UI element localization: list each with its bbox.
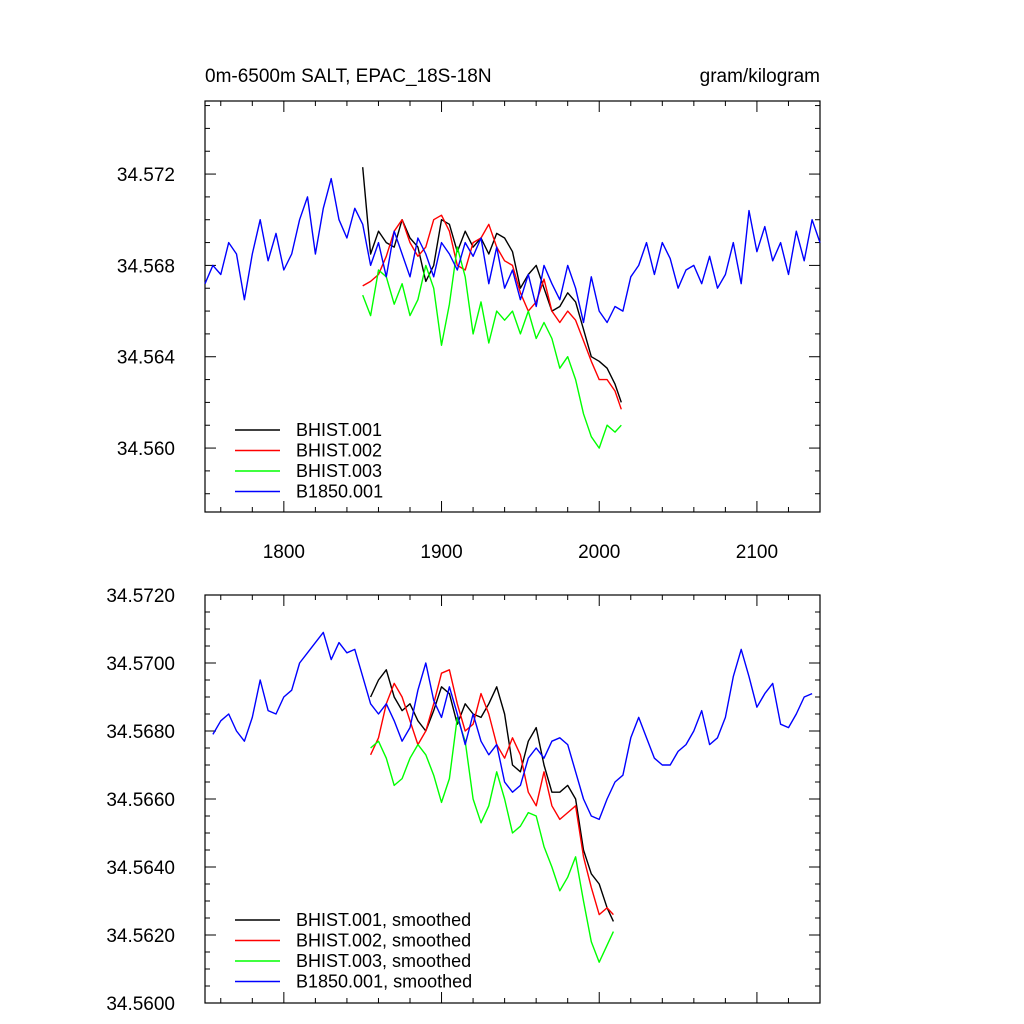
top-series-line-1: [362, 167, 622, 403]
top-legend-label: B1850.001: [296, 482, 383, 502]
bottom-y-tick-label: 34.5720: [106, 586, 175, 607]
bottom-legend-label: BHIST.002, smoothed: [296, 931, 471, 951]
bottom-y-tick-label: 34.5680: [106, 722, 175, 743]
panel-bottom: 34.5600 34.5620 34.5640 34.5660 34.5680 34.57…: [106, 586, 821, 1015]
bottom-legend-label: BHIST.001, smoothed: [296, 910, 471, 930]
top-x-tick-label: 2100: [736, 542, 778, 563]
top-x-tick-label: 2000: [578, 542, 620, 563]
top-x-tick-label: 1800: [263, 542, 305, 563]
top-x-tick-label: 1900: [420, 542, 462, 563]
top-y-tick-label: 34.568: [117, 256, 175, 277]
bottom-series-line-4: [212, 631, 813, 821]
bottom-legend-label: BHIST.003, smoothed: [296, 951, 471, 971]
top-legend-label: BHIST.001: [296, 420, 382, 440]
top-legend-label: BHIST.003: [296, 461, 382, 481]
bottom-y-tick-label: 34.5600: [106, 994, 175, 1015]
panel-top: 0m-6500m SALT, EPAC_18S-18N gram/kilogra…: [117, 66, 821, 563]
top-series-line-2: [362, 214, 622, 410]
top-y-tick-label: 34.560: [117, 439, 175, 460]
bottom-legend-label: B1850.001, smoothed: [296, 972, 472, 992]
top-y-tick-label: 34.572: [117, 165, 175, 186]
top-legend-label: BHIST.002: [296, 441, 382, 461]
bottom-series-line-1: [369, 669, 615, 922]
bottom-y-tick-label: 34.5660: [106, 790, 175, 811]
panel-top-units: gram/kilogram: [700, 66, 820, 87]
bottom-series-line-3: [370, 716, 615, 963]
bottom-y-tick-label: 34.5700: [106, 654, 175, 675]
top-y-tick-label: 34.564: [117, 348, 176, 369]
top-series-line-3: [362, 246, 622, 449]
bottom-series-line-2: [369, 669, 614, 916]
bottom-y-tick-label: 34.5640: [106, 858, 175, 879]
bottom-y-tick-label: 34.5620: [106, 926, 175, 947]
top-series-line-4: [204, 177, 821, 324]
panel-top-title: 0m-6500m SALT, EPAC_18S-18N: [205, 66, 492, 87]
top-plot-frame: [204, 100, 821, 513]
